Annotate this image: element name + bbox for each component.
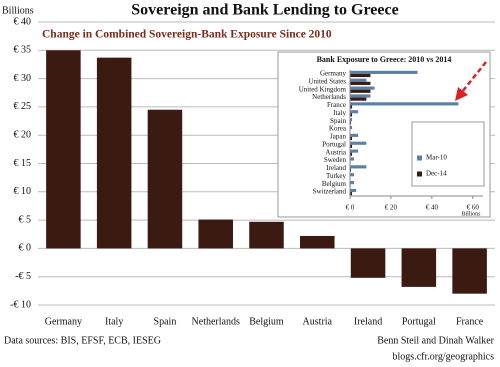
inset-title: Bank Exposure to Greece: 2010 vs 2014 <box>317 55 452 64</box>
y-tick-label: Netherlands <box>312 93 346 101</box>
bar <box>350 136 353 141</box>
chart-title: Sovereign and Bank Lending to Greece <box>131 2 398 19</box>
bar <box>350 97 367 101</box>
source-note: Data sources: BIS, EFSF, ECB, IESEG <box>4 335 161 346</box>
bar <box>350 181 355 185</box>
y-tick-label: Austria <box>325 148 347 156</box>
y-tick-label: € 40 <box>14 16 32 27</box>
y-tick-label: Italy <box>333 109 346 117</box>
x-tick-label: France <box>456 316 484 327</box>
x-tick-label: Ireland <box>354 316 382 327</box>
x-tick-label: € 40 <box>426 204 439 212</box>
y-axis-label: Billions <box>2 5 34 16</box>
y-tick-label: € 15 <box>14 158 32 169</box>
x-tick-label: € 0 <box>346 204 355 212</box>
bar <box>350 168 352 172</box>
bar <box>350 165 367 169</box>
y-tick-label: Portugal <box>322 140 346 148</box>
bar <box>147 109 183 249</box>
bar <box>350 125 353 130</box>
x-tick-label: Netherlands <box>192 316 240 327</box>
x-tick-label: € 20 <box>385 204 398 212</box>
bar <box>46 50 81 249</box>
bar <box>249 221 284 249</box>
y-tick-label: € 25 <box>14 101 32 112</box>
bar <box>96 57 132 249</box>
bar <box>452 248 487 294</box>
bar <box>350 121 352 125</box>
x-tick-label: Belgium <box>249 316 284 327</box>
y-tick-label: United Kingdom <box>299 85 347 93</box>
x-tick-label: Italy <box>105 316 123 327</box>
inset-chart: Bank Exposure to Greece: 2010 vs 2014 Bi… <box>299 55 485 217</box>
bar <box>350 144 353 148</box>
y-tick-label: Spain <box>330 117 346 125</box>
legend-label: Mar-10 <box>426 154 447 162</box>
bar <box>350 113 353 117</box>
x-tick-label: Austria <box>303 316 333 327</box>
author-note: Benn Steil and Dinah Walker <box>377 335 494 346</box>
bar <box>350 86 375 90</box>
y-tick-label: € 10 <box>14 186 32 197</box>
y-tick-label: France <box>327 101 346 109</box>
x-tick-label: Germany <box>45 316 82 327</box>
arrow-head <box>455 87 468 101</box>
bar <box>401 248 437 287</box>
y-tick-label: Korea <box>329 125 347 133</box>
bar <box>198 219 233 249</box>
bar <box>350 149 359 153</box>
y-tick-label: Ireland <box>326 164 346 172</box>
bar <box>350 94 371 98</box>
x-tick-label: € 60 <box>467 204 480 212</box>
legend-swatch <box>417 171 422 177</box>
legend-label: Dec-14 <box>426 170 447 178</box>
y-tick-label: Switzerland <box>313 188 347 196</box>
bar <box>300 235 335 249</box>
bar <box>350 105 353 109</box>
y-tick-label: € 0 <box>19 243 32 254</box>
arrow-line <box>461 61 487 93</box>
bar <box>350 102 459 106</box>
legend-box <box>411 121 485 187</box>
y-tick-label: Turkey <box>326 172 346 180</box>
chart-subtitle: Change in Combined Sovereign-Bank Exposu… <box>42 29 332 41</box>
bar <box>350 133 359 137</box>
y-tick-label: United States <box>308 77 346 85</box>
y-tick-label: € 5 <box>19 214 32 225</box>
y-tick-label: € 30 <box>14 73 32 84</box>
y-tick-label: -€ 10 <box>10 299 31 310</box>
bar <box>350 192 353 196</box>
arrow <box>455 61 487 101</box>
bar <box>350 70 418 74</box>
y-tick-label: -€ 5 <box>15 271 31 282</box>
url-note: blogs.cfr.org/geographics <box>393 351 495 362</box>
y-tick-label: Belgium <box>322 180 347 188</box>
bar <box>350 78 367 82</box>
bar <box>350 89 371 93</box>
y-tick-label: € 20 <box>14 129 32 140</box>
y-tick-label: Japan <box>330 133 346 141</box>
bar <box>350 141 367 145</box>
bar <box>350 173 355 177</box>
y-tick-label: Sweden <box>324 156 347 164</box>
y-tick-label: Germany <box>320 70 347 78</box>
x-axis-label: Billions <box>461 211 481 217</box>
x-tick-label: Portugal <box>402 316 436 327</box>
x-tick-label: Spain <box>154 316 177 327</box>
bar <box>350 73 371 78</box>
bar <box>350 81 371 85</box>
bar <box>350 152 353 156</box>
bar <box>350 188 357 193</box>
legend-swatch <box>417 155 422 161</box>
bar <box>350 118 353 122</box>
bar <box>350 110 359 114</box>
y-tick-label: € 35 <box>14 45 32 56</box>
bar <box>350 248 386 278</box>
bar <box>350 157 355 161</box>
